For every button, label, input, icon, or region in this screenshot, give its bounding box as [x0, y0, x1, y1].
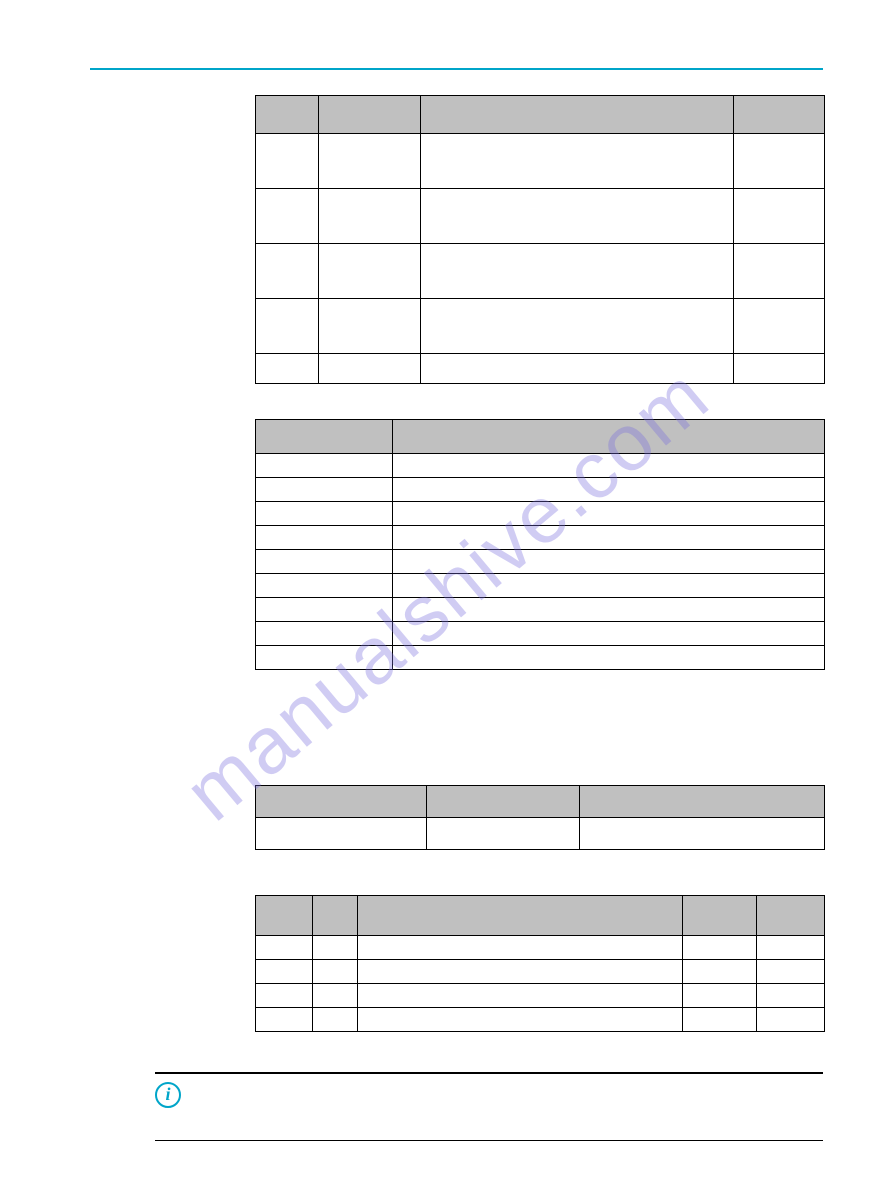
table-1-header [733, 96, 824, 134]
table-2 [255, 419, 825, 670]
table-cell [392, 478, 824, 502]
table-cell [256, 502, 393, 526]
table-cell [682, 984, 756, 1008]
table-cell [256, 354, 319, 384]
table-cell [312, 936, 358, 960]
table-cell [392, 526, 824, 550]
table-cell [318, 354, 420, 384]
table-cell [256, 960, 313, 984]
table-cell [256, 574, 393, 598]
table-cell [682, 1008, 756, 1032]
table-cell [358, 960, 682, 984]
table-cell [392, 622, 824, 646]
table-cell [392, 574, 824, 598]
table-cell [580, 818, 825, 850]
table-cell [392, 502, 824, 526]
table-cell [420, 134, 733, 189]
table-cell [733, 299, 824, 354]
table-cell [426, 818, 580, 850]
table-cell [256, 550, 393, 574]
table-cell [392, 598, 824, 622]
table-cell [420, 244, 733, 299]
table-cell [733, 244, 824, 299]
table-cell [256, 478, 393, 502]
table-cell [682, 936, 756, 960]
table-cell [392, 646, 824, 670]
table-cell [318, 189, 420, 244]
page-content [255, 95, 825, 1057]
table-cell [682, 960, 756, 984]
table-4-header [756, 896, 824, 936]
table-cell [256, 1008, 313, 1032]
table-cell [733, 354, 824, 384]
table-cell [756, 984, 824, 1008]
table-3-header [426, 786, 580, 818]
table-4 [255, 895, 825, 1032]
table-cell [256, 244, 319, 299]
table-cell [256, 299, 319, 354]
table-3-header [580, 786, 825, 818]
table-cell [358, 1008, 682, 1032]
table-1-header [318, 96, 420, 134]
table-4-header [256, 896, 313, 936]
table-cell [358, 936, 682, 960]
table-cell [318, 299, 420, 354]
table-3 [255, 785, 825, 850]
table-cell [256, 598, 393, 622]
table-cell [318, 244, 420, 299]
table-cell [256, 134, 319, 189]
table-cell [256, 189, 319, 244]
table-cell [733, 189, 824, 244]
table-cell [392, 454, 824, 478]
table-cell [256, 936, 313, 960]
info-icon-glyph: i [165, 1084, 170, 1105]
info-section: i [155, 1072, 823, 1140]
table-cell [756, 936, 824, 960]
table-cell [318, 134, 420, 189]
table-4-header [312, 896, 358, 936]
table-cell [256, 526, 393, 550]
table-cell [256, 454, 393, 478]
table-cell [420, 299, 733, 354]
table-cell [358, 984, 682, 1008]
table-2-header [256, 420, 393, 454]
info-rule-bottom [155, 1140, 823, 1141]
header-rule [90, 68, 823, 70]
table-cell [312, 984, 358, 1008]
info-icon: i [155, 1082, 181, 1108]
table-4-header [358, 896, 682, 936]
table-1-header [420, 96, 733, 134]
table-cell [420, 354, 733, 384]
table-cell [420, 189, 733, 244]
table-2-header [392, 420, 824, 454]
table-1-header [256, 96, 319, 134]
table-cell [256, 984, 313, 1008]
table-4-header [682, 896, 756, 936]
info-rule-top [155, 1072, 823, 1074]
table-cell [256, 622, 393, 646]
table-cell [756, 1008, 824, 1032]
table-cell [312, 1008, 358, 1032]
table-cell [392, 550, 824, 574]
table-1 [255, 95, 825, 384]
table-3-header [256, 786, 427, 818]
table-cell [733, 134, 824, 189]
table-cell [312, 960, 358, 984]
table-cell [256, 818, 427, 850]
table-cell [756, 960, 824, 984]
table-cell [256, 646, 393, 670]
